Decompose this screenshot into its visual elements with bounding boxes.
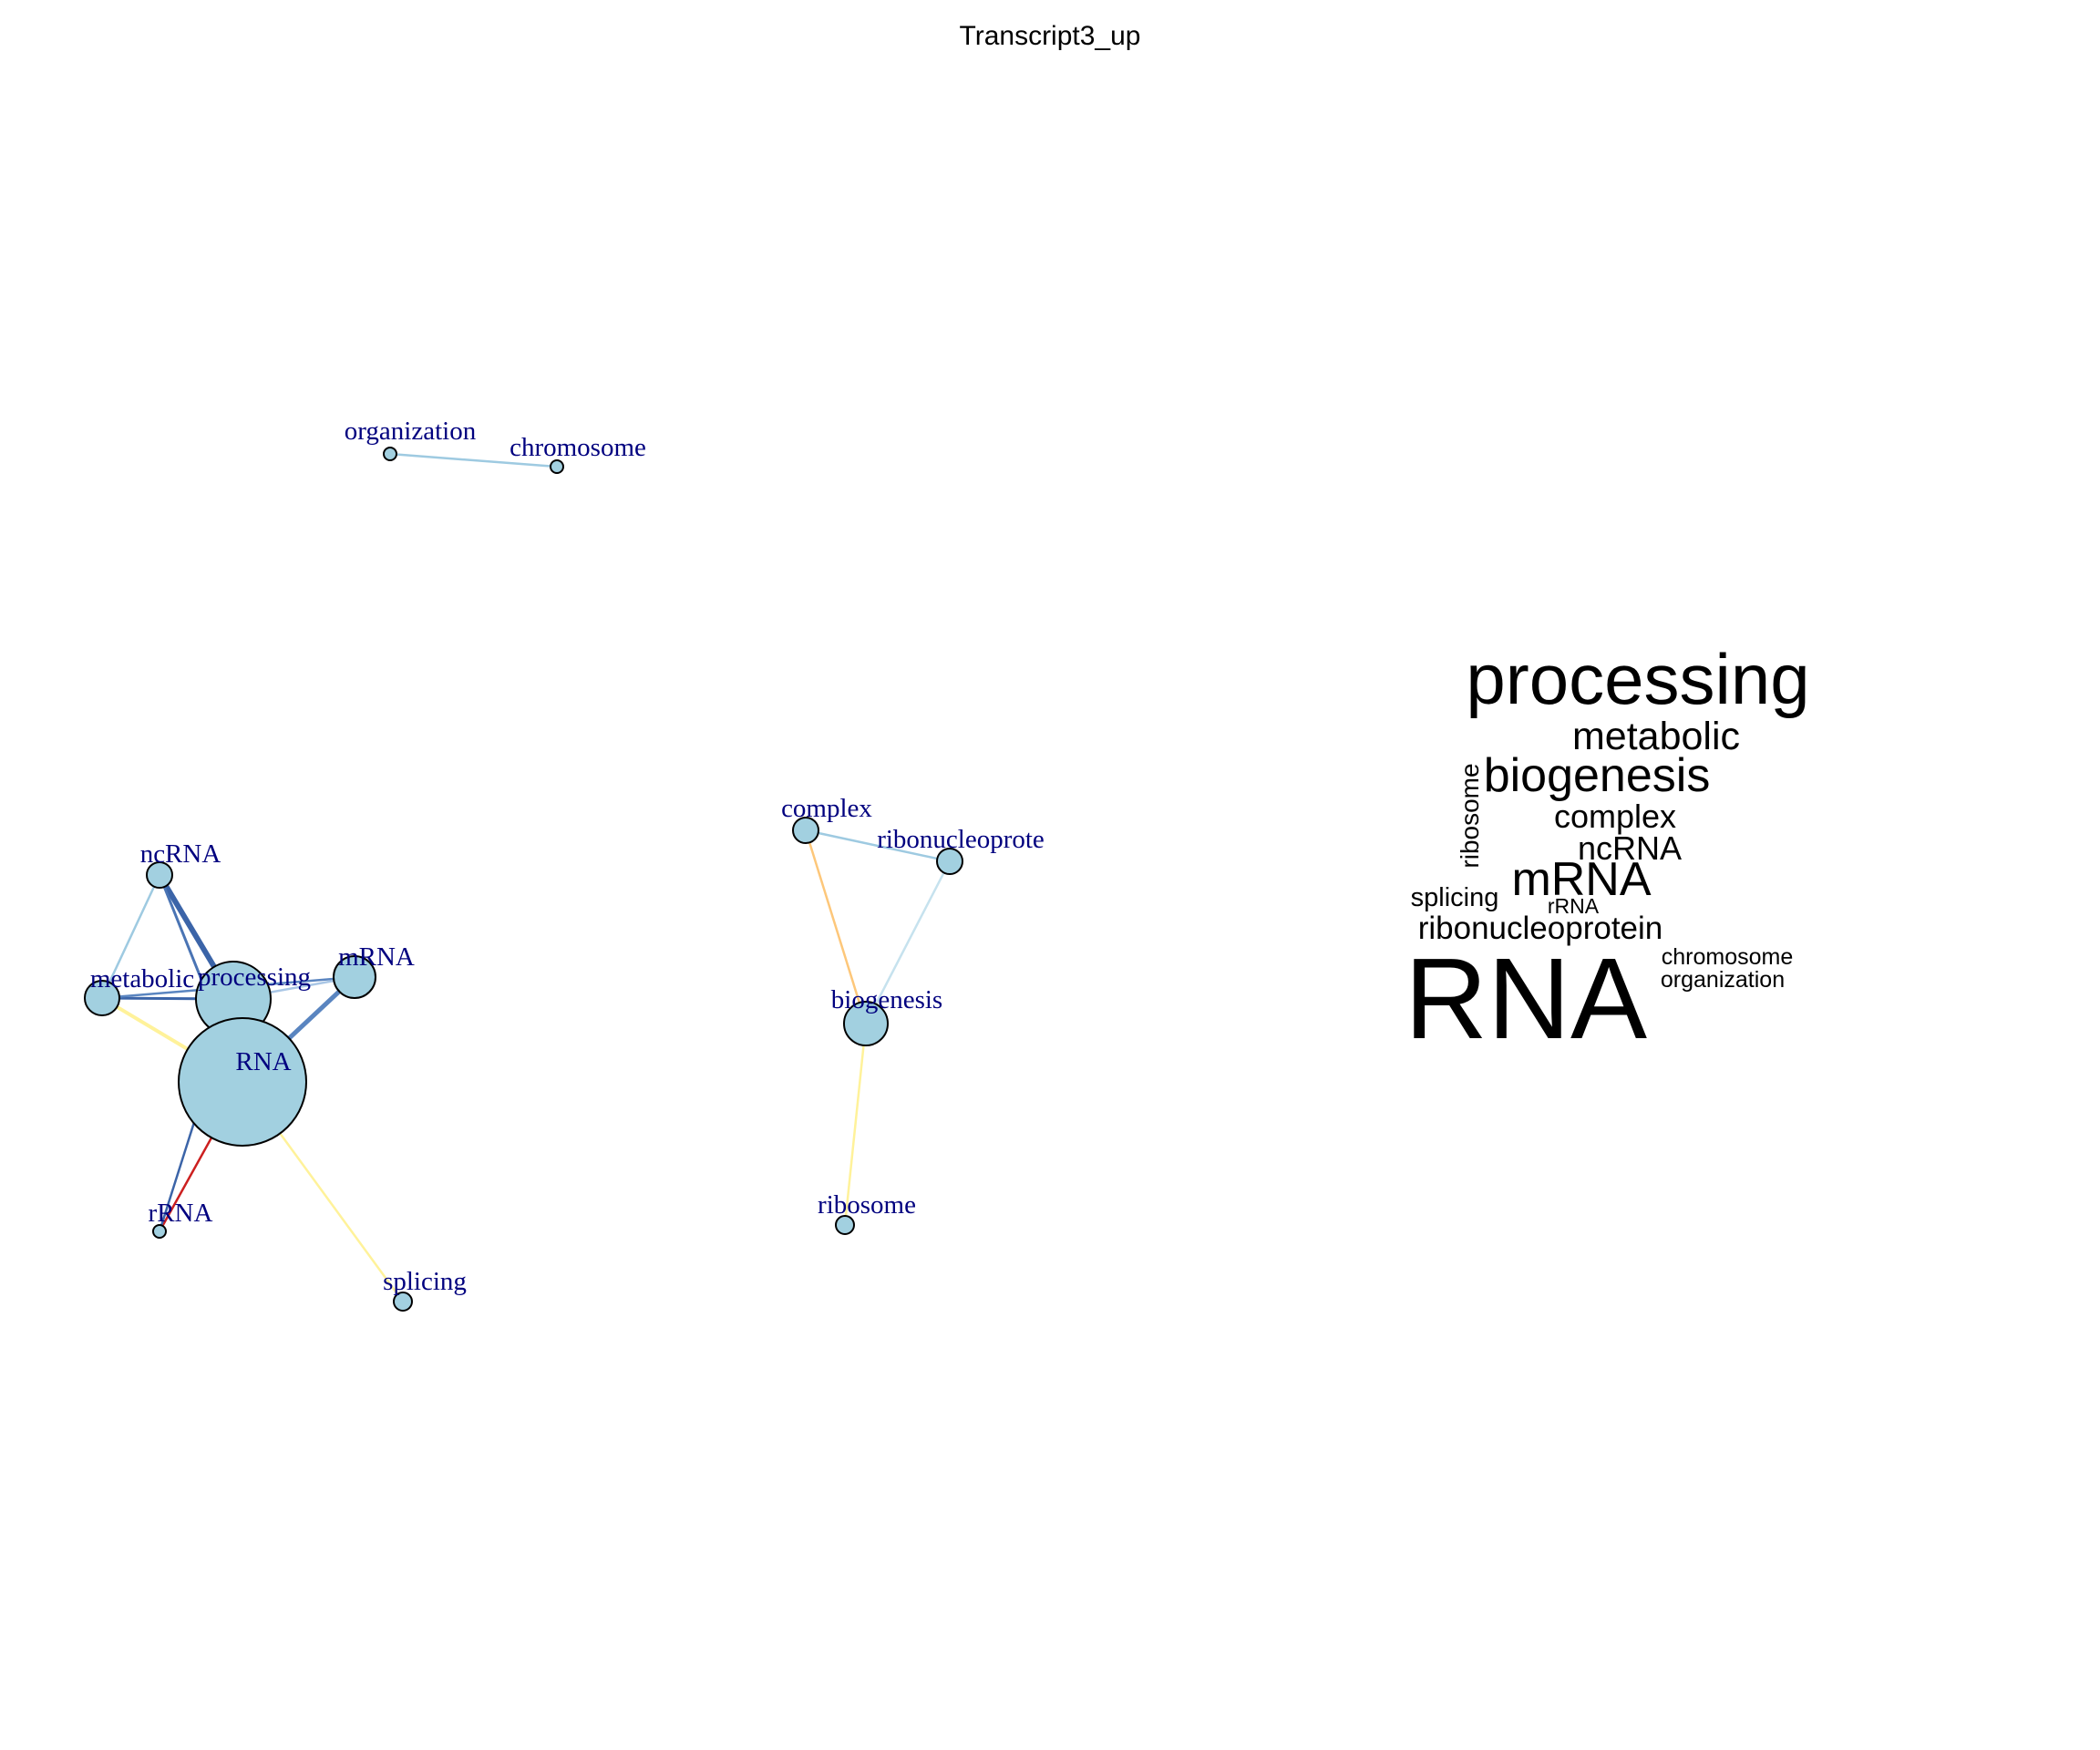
cloud-word-complex: complex [1554,798,1676,835]
node-splicing [393,1292,413,1312]
node-label-organization: organization [345,417,477,446]
node-label-splicing: splicing [383,1267,467,1296]
node-complex [792,817,819,844]
node-ncRNA [146,861,173,889]
cloud-word-biogenesis: biogenesis [1484,749,1711,802]
edge-complex-ribonucleoprotein [805,829,951,863]
cloud-word-metabolic: metabolic [1572,715,1740,758]
network-edges [100,452,952,1302]
node-label-ncRNA: ncRNA [140,839,221,869]
node-chromosome [550,459,564,474]
node-label-ribosome: ribosome [818,1190,916,1220]
edge-biogenesis-ribosome [843,1023,868,1226]
node-metabolic [84,980,120,1016]
node-ribosome [835,1215,855,1235]
cloud-word-rRNA: rRNA [1548,894,1600,918]
node-rRNA [152,1224,167,1239]
cloud-word-organization: organization [1661,967,1785,993]
node-label-metabolic: metabolic [90,964,194,993]
node-biogenesis [843,1001,889,1046]
figure-title: Transcript3_up [960,21,1141,51]
node-label-complex: complex [781,794,872,823]
cloud-word-processing: processing [1466,639,1809,719]
network-labels: organization chromosome ncRNA metabolic proc… [90,417,1045,1296]
network-nodes [84,447,963,1312]
edge-ribonucleoprotein-biogenesis [864,860,952,1024]
cloud-word-mRNA: mRNA [1511,853,1651,906]
node-mRNA [333,955,376,999]
node-RNA [178,1017,307,1147]
node-label-RNA: RNA [235,1047,291,1076]
cloud-word-ncRNA: ncRNA [1578,829,1682,867]
node-label-biogenesis: biogenesis [831,985,942,1014]
cloud-word-ribosome: ribosome [1456,763,1484,868]
node-organization [383,447,397,461]
node-label-rRNA: rRNA [149,1199,213,1228]
node-ribonucleoprotein [936,848,963,875]
node-label-chromosome: chromosome [510,433,646,462]
node-label-mRNA: mRNA [338,942,415,972]
cloud-word-splicing: splicing [1411,883,1499,912]
node-label-processing: processing [198,962,311,992]
cloud-word-chromosome: chromosome [1662,944,1794,970]
edge-organization-chromosome [389,452,558,468]
edge-ncRNA-metabolic [100,874,161,999]
cloud-word-ribonucleoprotein: ribonucleoprotein [1418,911,1663,946]
cloud-word-RNA: RNA [1405,934,1647,1063]
node-label-ribonucleoprotein: ribonucleoprote [877,825,1045,854]
edge-complex-biogenesis [804,829,868,1024]
